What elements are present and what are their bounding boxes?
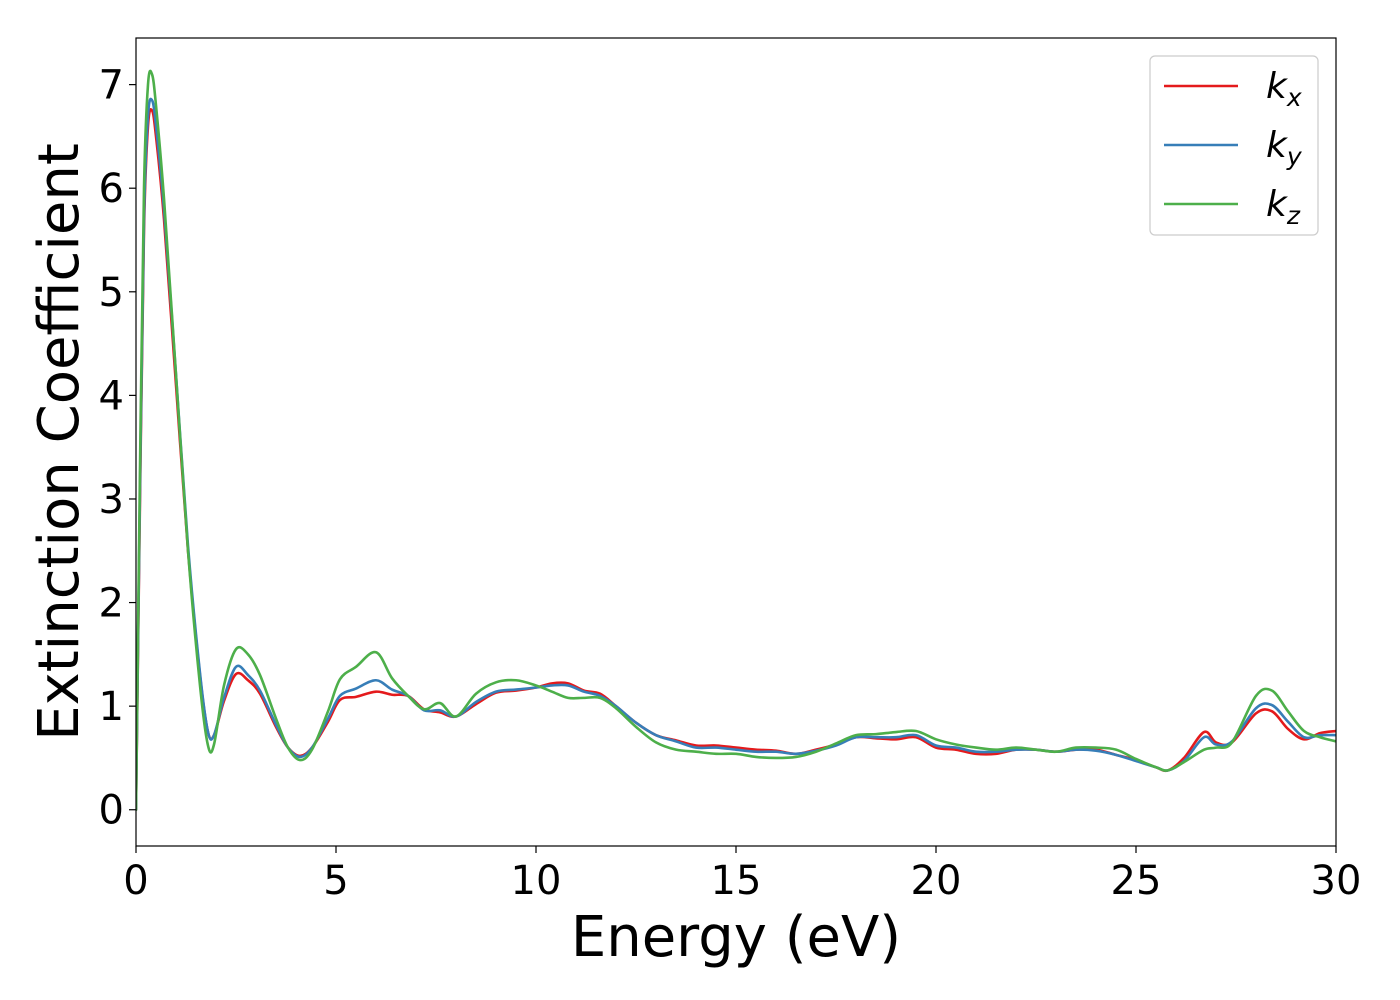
y-tick-label: 2 xyxy=(99,581,124,627)
x-tick-label: 30 xyxy=(1311,858,1362,904)
x-axis-title: Energy (eV) xyxy=(571,905,901,970)
y-tick-label: 0 xyxy=(99,788,124,834)
x-tick-label: 10 xyxy=(511,858,562,904)
x-tick-label: 20 xyxy=(911,858,962,904)
y-axis-title: Extinction Coefficient xyxy=(27,143,92,741)
series-line-kz xyxy=(136,69,1336,812)
x-tick-label: 0 xyxy=(123,858,148,904)
series-line-ky xyxy=(136,97,1336,812)
x-tick-label: 5 xyxy=(323,858,348,904)
y-tick-label: 1 xyxy=(99,684,124,730)
series-layer xyxy=(136,69,1336,812)
y-tick-label: 7 xyxy=(99,63,124,109)
y-tick-label: 3 xyxy=(99,477,124,523)
x-tick-label: 15 xyxy=(711,858,762,904)
y-tick-label: 4 xyxy=(99,373,124,419)
y-tick-label: 5 xyxy=(99,270,124,316)
x-tick-label: 25 xyxy=(1111,858,1162,904)
y-tick-label: 6 xyxy=(99,166,124,212)
x-axis-ticks: 0 5 10 15 20 25 30 xyxy=(123,846,1361,904)
y-axis-ticks: 0 1 2 3 4 5 6 7 xyxy=(99,63,136,834)
